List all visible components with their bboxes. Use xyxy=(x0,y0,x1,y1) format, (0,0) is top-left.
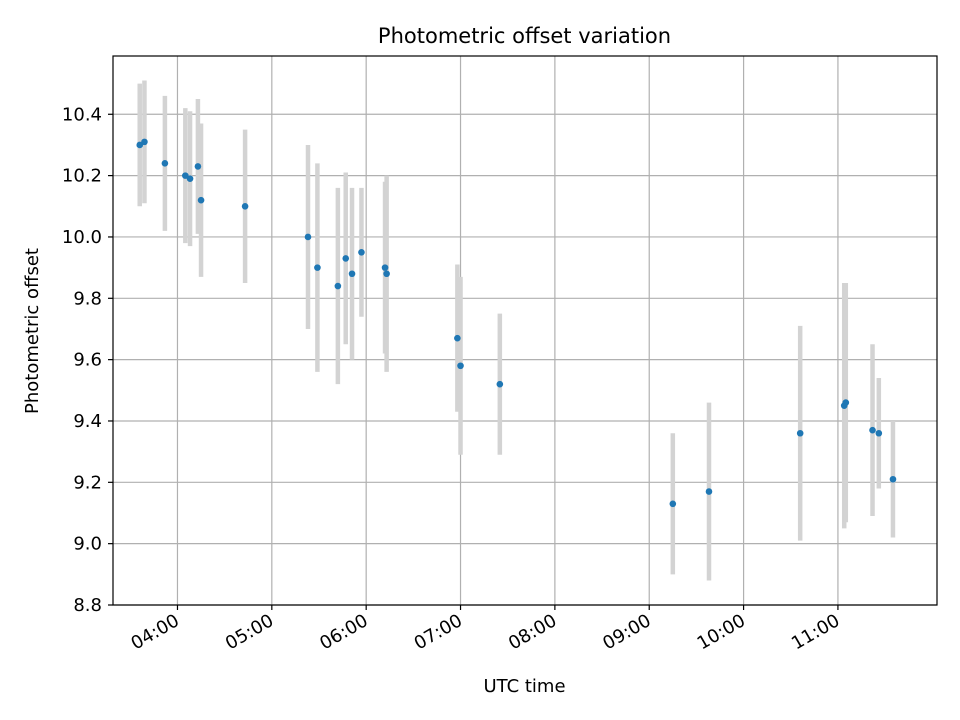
y-tick-label: 9.8 xyxy=(73,288,102,309)
x-axis-title: UTC time xyxy=(483,676,565,697)
data-point xyxy=(304,233,312,241)
data-point xyxy=(842,399,850,406)
data-point xyxy=(889,475,897,483)
grid xyxy=(113,56,937,606)
data-point xyxy=(186,175,194,182)
data-point xyxy=(796,429,804,437)
data-points xyxy=(136,138,897,508)
x-tick-label: 04:00 xyxy=(128,610,183,654)
data-point xyxy=(182,172,189,179)
y-tick-label: 9.0 xyxy=(73,534,102,555)
y-tick-label: 9.6 xyxy=(73,350,102,371)
y-axis: 8.8 9.0 9.2 9.4 9.6 9.8 10.0 10.2 10.4 xyxy=(62,104,113,616)
x-tick-label: 07:00 xyxy=(411,610,466,654)
y-tick-label: 10.0 xyxy=(62,227,102,248)
y-tick-label: 10.2 xyxy=(62,166,102,187)
data-point xyxy=(454,334,461,342)
x-tick-label: 11:00 xyxy=(788,610,843,654)
x-axis: 04:00 05:00 06:00 07:00 08:00 09:00 10:00 11:00 xyxy=(128,605,843,654)
y-axis-title: Photometric offset xyxy=(22,248,43,414)
data-point xyxy=(141,138,148,146)
data-point xyxy=(194,163,202,170)
data-point xyxy=(381,264,389,271)
x-tick-label: 05:00 xyxy=(222,610,277,654)
data-point xyxy=(197,196,205,204)
x-tick-label: 06:00 xyxy=(316,610,371,654)
x-tick-label: 10:00 xyxy=(694,610,749,654)
y-tick-label: 9.4 xyxy=(73,411,102,432)
data-point xyxy=(342,255,350,262)
data-point xyxy=(161,160,169,167)
plot-frame xyxy=(112,55,938,606)
chart-title: Photometric offset variation xyxy=(378,24,671,48)
data-point xyxy=(669,500,677,508)
data-point xyxy=(383,270,390,278)
y-tick-label: 10.4 xyxy=(62,104,102,125)
y-tick-label: 8.8 xyxy=(73,595,102,616)
data-point xyxy=(334,282,342,290)
error-bars xyxy=(137,80,896,581)
data-point xyxy=(348,270,356,278)
x-tick-label: 09:00 xyxy=(599,610,654,654)
data-point xyxy=(136,141,144,149)
data-point xyxy=(241,202,249,210)
data-point xyxy=(457,362,464,370)
data-point xyxy=(869,426,876,434)
data-point xyxy=(496,380,504,388)
data-point xyxy=(875,429,883,437)
data-point xyxy=(705,488,713,495)
data-point xyxy=(358,248,365,256)
data-point xyxy=(314,264,321,271)
y-tick-label: 9.2 xyxy=(73,472,102,493)
x-tick-label: 08:00 xyxy=(505,610,560,654)
